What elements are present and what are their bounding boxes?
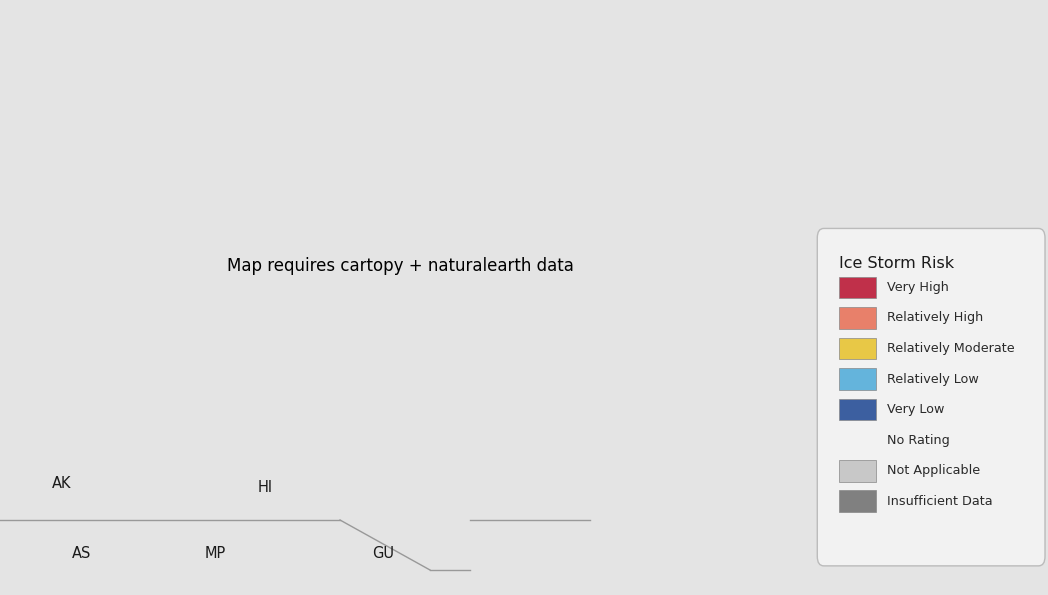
Text: Relatively Moderate: Relatively Moderate [887, 342, 1014, 355]
Text: HI: HI [258, 480, 274, 495]
Text: Ice Storm Risk: Ice Storm Risk [838, 255, 954, 271]
FancyBboxPatch shape [838, 337, 876, 359]
FancyBboxPatch shape [838, 368, 876, 390]
Text: AS: AS [72, 546, 91, 561]
Text: AK: AK [52, 476, 71, 491]
FancyBboxPatch shape [817, 228, 1045, 566]
Text: Relatively High: Relatively High [887, 311, 983, 324]
Text: Very Low: Very Low [887, 403, 944, 416]
Text: Insufficient Data: Insufficient Data [887, 495, 992, 508]
Text: PR and VI: PR and VI [905, 316, 975, 331]
FancyBboxPatch shape [838, 277, 876, 298]
Text: Not Applicable: Not Applicable [887, 464, 980, 477]
Text: GU: GU [372, 546, 394, 561]
FancyBboxPatch shape [838, 460, 876, 481]
Text: MP: MP [205, 546, 226, 561]
Text: Very High: Very High [887, 281, 949, 294]
FancyBboxPatch shape [838, 307, 876, 328]
Text: No Rating: No Rating [887, 434, 949, 447]
Text: Map requires cartopy + naturalearth data: Map requires cartopy + naturalearth data [227, 257, 574, 275]
Text: Relatively Low: Relatively Low [887, 372, 979, 386]
FancyBboxPatch shape [838, 490, 876, 512]
FancyBboxPatch shape [838, 399, 876, 421]
